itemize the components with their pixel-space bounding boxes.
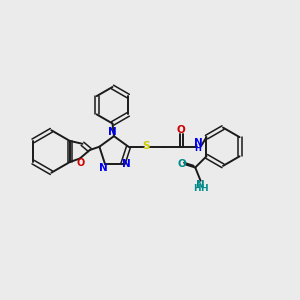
Text: S: S xyxy=(142,141,150,152)
Text: H: H xyxy=(195,144,201,153)
Text: N: N xyxy=(122,159,131,169)
Text: O: O xyxy=(76,158,85,168)
Text: N: N xyxy=(99,163,108,173)
Text: H: H xyxy=(200,184,208,193)
Text: N: N xyxy=(194,138,202,148)
Text: H: H xyxy=(193,184,200,193)
Text: N: N xyxy=(196,180,205,190)
Text: O: O xyxy=(177,125,186,135)
Text: O: O xyxy=(177,159,186,169)
Text: N: N xyxy=(108,127,117,137)
